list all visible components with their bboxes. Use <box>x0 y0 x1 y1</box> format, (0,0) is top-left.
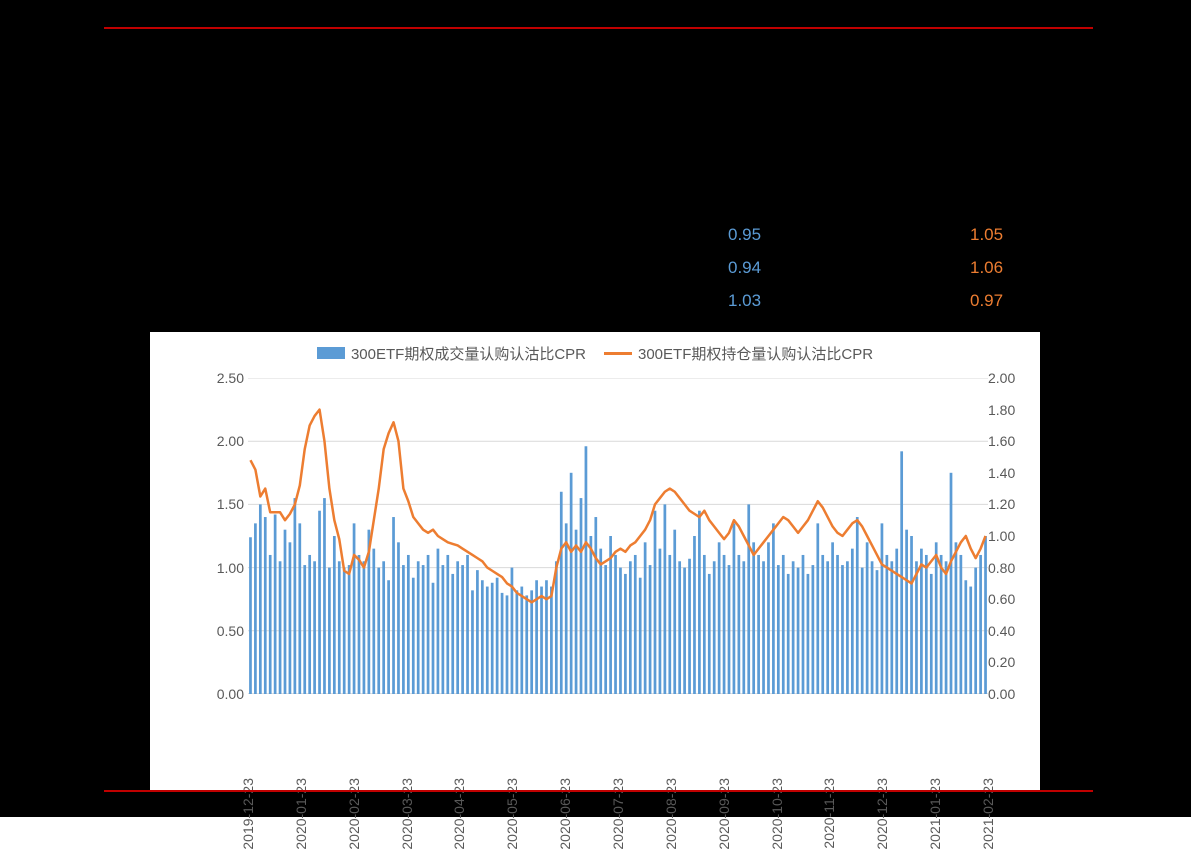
cpr-value: 0.95 <box>728 225 788 245</box>
y-left-tick-label: 2.00 <box>196 434 244 448</box>
y-right-tick-label: 1.80 <box>988 403 1036 417</box>
x-tick-label: 2020-11-23 <box>821 778 837 849</box>
y-right-tick-label: 1.40 <box>988 466 1036 480</box>
cpr-value: 1.03 <box>728 291 788 311</box>
x-tick-label: 2019-12-23 <box>240 778 256 850</box>
y-right-tick-label: 2.00 <box>988 371 1036 385</box>
y-left-tick-label: 1.00 <box>196 561 244 575</box>
pcr-value: 1.05 <box>970 225 1030 245</box>
legend-item-bar: 300ETF期权成交量认购认沽比CPR <box>317 343 586 364</box>
y-right-tick-label: 1.60 <box>988 434 1036 448</box>
top-rule <box>104 27 1093 29</box>
x-tick-label: 2020-02-23 <box>346 778 362 850</box>
y-left-tick-label: 2.50 <box>196 371 244 385</box>
chart-container: 300ETF期权成交量认购认沽比CPR 300ETF期权持仓量认购认沽比CPR … <box>150 332 1040 790</box>
cpr-value: 0.94 <box>728 258 788 278</box>
metrics-block: 0.95 1.05 0.94 1.06 1.03 0.97 <box>0 225 1191 324</box>
y-right-tick-label: 1.00 <box>988 529 1036 543</box>
chart-svg <box>248 378 988 694</box>
line-swatch-icon <box>604 352 632 355</box>
x-tick-label: 2021-01-23 <box>927 778 943 850</box>
y-axis-left-labels: 0.000.501.001.502.002.50 <box>196 378 244 694</box>
y-right-tick-label: 0.60 <box>988 592 1036 606</box>
legend-item-line: 300ETF期权持仓量认购认沽比CPR <box>604 343 873 364</box>
metric-row: 0.94 1.06 <box>0 258 1191 291</box>
x-tick-label: 2020-03-23 <box>399 778 415 850</box>
pcr-value: 0.97 <box>970 291 1030 311</box>
y-right-tick-label: 0.20 <box>988 655 1036 669</box>
y-right-tick-label: 0.00 <box>988 687 1036 701</box>
chart-legend: 300ETF期权成交量认购认沽比CPR 300ETF期权持仓量认购认沽比CPR <box>150 338 1040 368</box>
x-tick-label: 2020-09-23 <box>716 778 732 850</box>
legend-label: 300ETF期权成交量认购认沽比CPR <box>351 343 586 364</box>
x-tick-label: 2020-10-23 <box>769 778 785 850</box>
y-axis-right-labels: 0.000.200.400.600.801.001.201.401.601.80… <box>988 378 1036 694</box>
x-tick-label: 2020-01-23 <box>293 778 309 850</box>
pcr-value: 1.06 <box>970 258 1030 278</box>
y-right-tick-label: 0.40 <box>988 624 1036 638</box>
metric-row: 1.03 0.97 <box>0 291 1191 324</box>
x-tick-label: 2020-05-23 <box>504 778 520 850</box>
y-left-tick-label: 0.00 <box>196 687 244 701</box>
bottom-rule <box>104 790 1093 792</box>
legend-label: 300ETF期权持仓量认购认沽比CPR <box>638 343 873 364</box>
metric-row: 0.95 1.05 <box>0 225 1191 258</box>
page-root: 0.95 1.05 0.94 1.06 1.03 0.97 300ETF期权成交… <box>0 0 1191 817</box>
chart-plot-area <box>248 378 988 694</box>
y-right-tick-label: 1.20 <box>988 497 1036 511</box>
y-right-tick-label: 0.80 <box>988 561 1036 575</box>
y-left-tick-label: 1.50 <box>196 497 244 511</box>
x-axis-labels: 2019-12-232020-01-232020-02-232020-03-23… <box>248 698 988 790</box>
x-tick-label: 2020-06-23 <box>557 778 573 850</box>
x-tick-label: 2020-04-23 <box>451 778 467 850</box>
x-tick-label: 2020-08-23 <box>663 778 679 850</box>
x-tick-label: 2020-07-23 <box>610 778 626 850</box>
x-tick-label: 2021-02-23 <box>980 778 996 850</box>
bar-swatch-icon <box>317 347 345 359</box>
x-tick-label: 2020-12-23 <box>874 778 890 850</box>
y-left-tick-label: 0.50 <box>196 624 244 638</box>
